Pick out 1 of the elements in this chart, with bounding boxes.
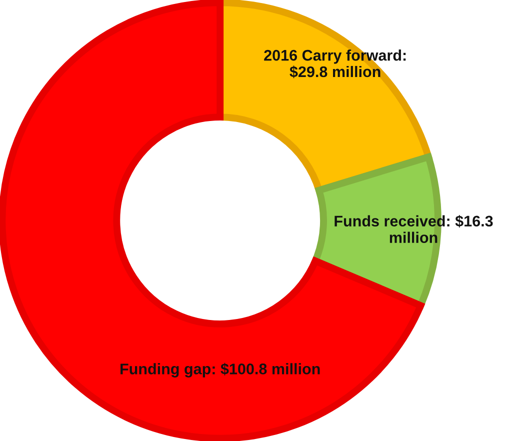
slice-label: Funding gap: $100.8 million xyxy=(120,362,320,378)
